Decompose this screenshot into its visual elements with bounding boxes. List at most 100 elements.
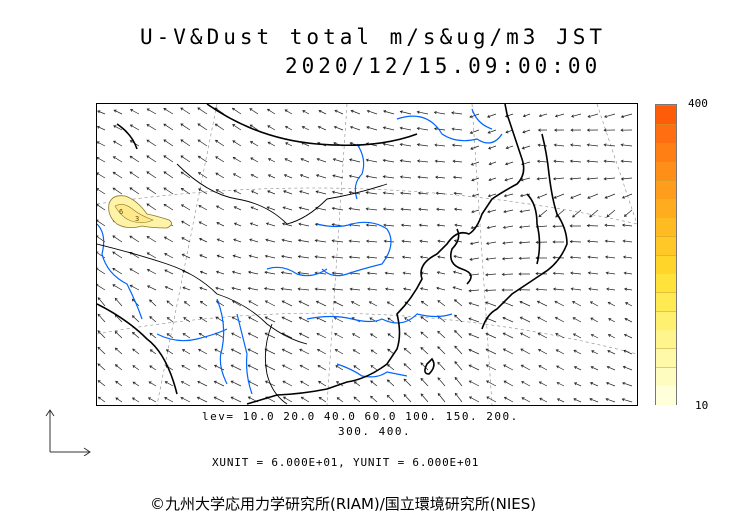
wind-arrow xyxy=(403,378,412,387)
wind-arrow xyxy=(301,126,310,131)
river-mekong xyxy=(236,313,253,395)
wind-arrow xyxy=(112,156,123,163)
wind-arrow xyxy=(624,287,633,291)
wind-arrow xyxy=(182,286,191,291)
wind-arrow xyxy=(569,159,582,163)
wind-arrow xyxy=(487,193,497,198)
wind-arrow xyxy=(97,156,106,163)
wind-arrow xyxy=(196,396,208,403)
colorbar-tick xyxy=(656,235,676,237)
wind-arrow xyxy=(623,349,633,355)
wind-arrow xyxy=(419,255,429,259)
wind-arrow xyxy=(538,365,548,371)
wind-arrow xyxy=(555,209,565,218)
colorbar-tick xyxy=(656,273,676,275)
wind-arrow xyxy=(570,193,582,199)
wind-arrow xyxy=(522,129,531,134)
wind-arrow xyxy=(487,209,497,214)
wind-arrow xyxy=(318,381,327,387)
wind-arrow xyxy=(333,316,344,323)
wind-arrow xyxy=(384,271,395,275)
colorbar-segment xyxy=(656,385,676,405)
wind-arrow xyxy=(365,223,378,227)
wind-arrow xyxy=(486,241,497,245)
wind-arrow xyxy=(146,252,157,259)
wind-arrow xyxy=(131,331,140,339)
wind-arrow xyxy=(231,316,242,323)
borders xyxy=(97,163,388,405)
river-pearl xyxy=(336,363,408,378)
river-ussuri xyxy=(471,108,493,130)
wind-arrow xyxy=(265,222,276,227)
wind-arrow xyxy=(502,348,514,355)
wind-arrow xyxy=(146,139,157,147)
wind-arrow xyxy=(318,109,327,115)
wind-arrow xyxy=(519,209,531,213)
wind-arrow xyxy=(589,382,599,387)
wind-arrow xyxy=(590,317,599,323)
map-canvas: 6 3 xyxy=(97,104,637,405)
wind-arrow xyxy=(403,347,412,355)
map-title-datetime: 2020/12/15.09:00:00 xyxy=(285,54,602,78)
wind-arrow xyxy=(166,300,174,307)
colorbar-tick xyxy=(656,329,676,331)
wind-arrow xyxy=(452,270,463,275)
wind-arrow xyxy=(197,364,208,371)
graticule xyxy=(97,104,637,405)
wind-arrow xyxy=(198,188,208,195)
wind-arrow xyxy=(607,334,616,339)
wind-arrow xyxy=(233,238,242,243)
wind-arrow xyxy=(199,237,208,243)
wind-arrow xyxy=(348,255,361,259)
wind-arrow xyxy=(451,143,463,147)
wind-arrow xyxy=(589,398,599,403)
wind-arrow xyxy=(298,222,310,227)
contour-levels-line2: 300. 400. xyxy=(338,425,412,438)
river-yangtze xyxy=(306,313,453,324)
colorbar-segment xyxy=(656,273,676,293)
wind-arrow xyxy=(436,286,446,291)
wind-arrow xyxy=(416,143,429,147)
wind-arrow xyxy=(416,126,429,131)
wind-arrow xyxy=(382,142,395,147)
wind-arrow xyxy=(468,317,480,323)
wind-arrow xyxy=(317,125,327,131)
coast-china xyxy=(246,104,525,405)
wind-arrow xyxy=(264,254,276,259)
wind-arrow xyxy=(331,223,344,227)
wind-arrow xyxy=(300,396,310,403)
wind-arrow xyxy=(333,125,344,131)
river-indus xyxy=(97,223,143,320)
wind-arrow xyxy=(97,330,106,339)
wind-arrow xyxy=(469,257,480,261)
wind-arrow xyxy=(537,316,548,323)
wind-arrow xyxy=(199,254,208,259)
wind-arrow xyxy=(297,255,310,259)
wind-arrow xyxy=(281,300,293,307)
wind-arrow xyxy=(182,333,191,339)
coast-taiwan xyxy=(424,357,435,375)
coast-india xyxy=(97,303,178,395)
wind-arrow xyxy=(334,333,344,339)
wind-arrow xyxy=(536,300,548,307)
wind-arrow xyxy=(539,397,548,403)
wind-arrow xyxy=(382,126,395,131)
wind-arrow xyxy=(231,286,242,291)
wind-arrow xyxy=(622,255,633,259)
wind-arrow xyxy=(146,171,157,179)
wind-arrow xyxy=(604,239,616,243)
wind-arrow xyxy=(520,364,531,371)
wind-arrow xyxy=(502,225,514,229)
wind-arrow xyxy=(334,109,344,115)
wind-arrow xyxy=(502,241,514,245)
wind-arrow xyxy=(348,239,361,243)
wind-arrow xyxy=(331,239,344,243)
wind-arrow xyxy=(553,193,565,199)
wind-arrow xyxy=(471,193,480,198)
wind-arrow xyxy=(552,255,565,260)
colorbar-segment xyxy=(656,123,676,143)
wind-arrow xyxy=(419,287,429,291)
wind-arrow xyxy=(299,364,310,371)
wind-arrow xyxy=(554,316,565,323)
wind-arrow xyxy=(485,380,497,387)
